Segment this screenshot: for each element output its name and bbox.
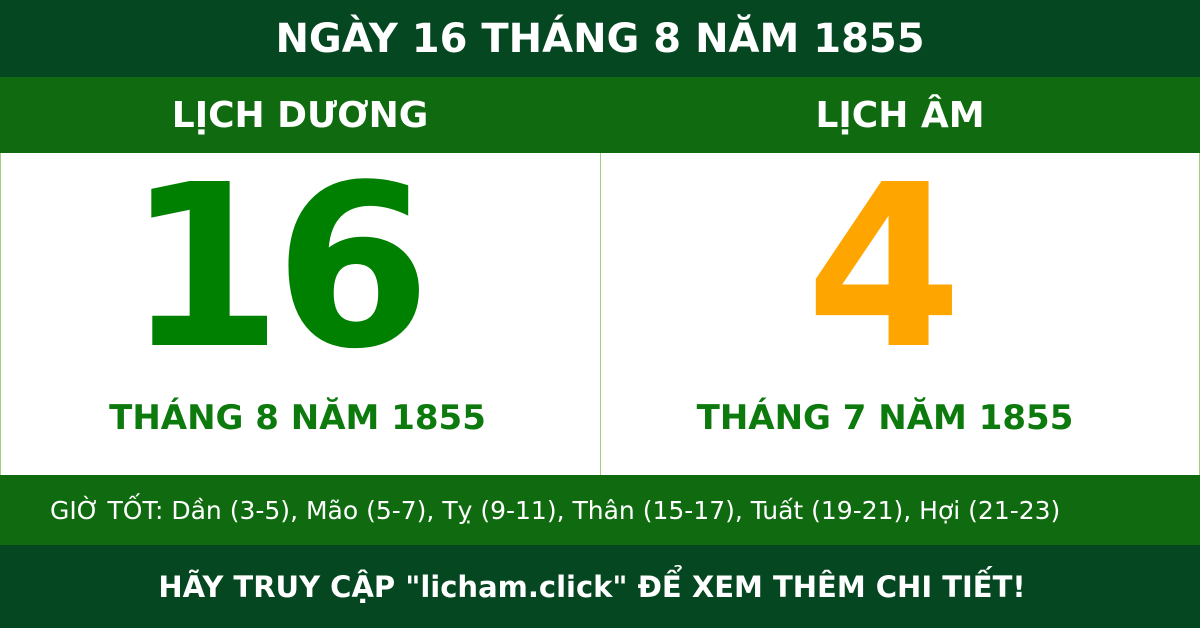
- solar-calendar-label: LỊCH DƯƠNG: [171, 94, 429, 136]
- calendar-headers: LỊCH DƯƠNG LỊCH ÂM: [0, 77, 1200, 153]
- lunar-panel: 4 THÁNG 7 NĂM 1855: [600, 153, 1200, 475]
- solar-panel: 16 THÁNG 8 NĂM 1855: [0, 153, 600, 475]
- good-hours: GIỜ TỐT: Dần (3-5), Mão (5-7), Tỵ (9-11)…: [0, 475, 1200, 545]
- lunar-day: 4: [805, 137, 963, 399]
- solar-day: 16: [125, 137, 431, 399]
- lunar-calendar-label: LỊCH ÂM: [815, 94, 985, 136]
- page-title: NGÀY 16 THÁNG 8 NĂM 1855: [0, 0, 1200, 77]
- footer-cta: HÃY TRUY CẬP "licham.click" ĐỂ XEM THÊM …: [0, 545, 1200, 628]
- solar-month-year: THÁNG 8 NĂM 1855: [109, 398, 486, 438]
- lunar-month-year: THÁNG 7 NĂM 1855: [696, 398, 1074, 438]
